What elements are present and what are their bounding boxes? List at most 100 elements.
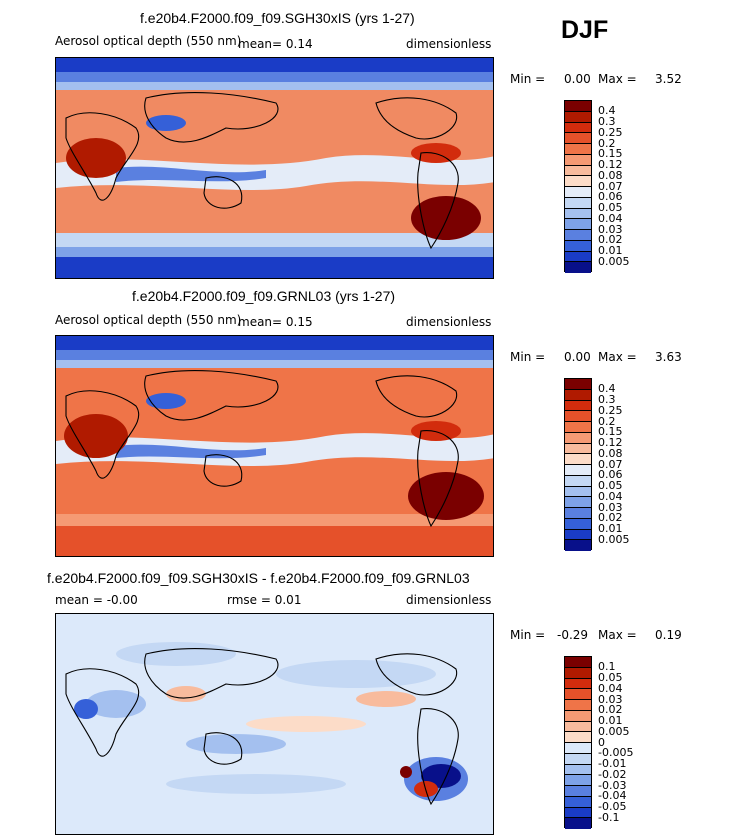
panel-3-tick: 0.005 — [598, 725, 630, 738]
panel-1-colorbar-cell — [565, 133, 591, 144]
panel-3-colorbar-cell — [565, 667, 591, 679]
panel-1-colorbar-cell — [565, 240, 591, 252]
panel-1-tick: 0.03 — [598, 223, 623, 236]
panel-1-title: f.e20b4.F2000.f09_f09.SGH30xIS (yrs 1-27… — [140, 10, 415, 26]
panel-1-tibet-min — [146, 115, 186, 131]
panel-3-tick: -0.02 — [598, 768, 627, 781]
panel-3-max-label: Max = — [598, 628, 637, 642]
panel-2-colorbar-cell — [565, 389, 591, 401]
panel-1-colorbar-cell — [565, 219, 591, 230]
panel-3-mean: mean = -0.00 — [55, 593, 138, 607]
panel-1-tick: 0.02 — [598, 233, 623, 246]
panel-2-tick: 0.02 — [598, 511, 623, 524]
panel-1-colorbar-cell — [565, 122, 591, 134]
panel-1-min-value: 0.00 — [564, 72, 591, 86]
panel-3-colorbar-cell — [565, 700, 591, 711]
panel-2-colorbar-cell — [565, 443, 591, 455]
panel-3-tick: 0.02 — [598, 703, 623, 716]
panel-3-colorbar-cell — [565, 689, 591, 700]
panel-2-map — [55, 335, 494, 557]
panel-1-max-value: 3.52 — [655, 72, 682, 86]
panel-2-south-america-max — [408, 472, 484, 520]
panel-1-tick: 0.06 — [598, 190, 623, 203]
panel-3-colorbar-cell — [565, 807, 591, 819]
panel-2-tick: 0.08 — [598, 447, 623, 460]
panel-3-min-label: Min = — [510, 628, 546, 642]
panel-1-coastlines — [65, 92, 459, 250]
panel-3-colorbar-cell — [565, 657, 591, 668]
panel-3-tick: 0.1 — [598, 660, 616, 673]
panel-3-colorbar-cell — [565, 764, 591, 776]
panel-2-colorbar-cell — [565, 475, 591, 487]
panel-3-colorbar-cell — [565, 678, 591, 690]
panel-2-tick: 0.07 — [598, 458, 623, 471]
panel-2-field-label: Aerosol optical depth (550 nm) — [55, 313, 242, 327]
panel-1-tick: 0.12 — [598, 158, 623, 171]
panel-2-colorbar-cell — [565, 432, 591, 444]
panel-2-colorbar-labels: 0.4 0.3 0.25 0.2 0.15 0.12 0.08 0.07 0.0… — [598, 378, 658, 550]
panel-1-colorbar-cell — [565, 176, 591, 187]
panel-1-tick: 0.2 — [598, 137, 616, 150]
panel-3-map — [55, 613, 494, 835]
panel-2-mean: mean= 0.15 — [238, 315, 313, 329]
panel-1-colorbar-cell — [565, 154, 591, 166]
panel-2-colorbar-cell — [565, 540, 591, 551]
panel-2-min-value: 0.00 — [564, 350, 591, 364]
panel-1-tick: 0.04 — [598, 212, 623, 225]
panel-1-colorbar-cell — [565, 165, 591, 177]
panel-1-colorbar-cell — [565, 197, 591, 209]
panel-3-min-value: -0.29 — [557, 628, 589, 642]
panel-1-colorbar-cell — [565, 230, 591, 241]
panel-1-colorbar-cell — [565, 262, 591, 273]
panel-2-max-label: Max = — [598, 350, 637, 364]
panel-2-tick: 0.05 — [598, 479, 623, 492]
panel-3-colorbar-cell — [565, 710, 591, 722]
panel-2-title: f.e20b4.F2000.f09_f09.GRNL03 (yrs 1-27) — [132, 288, 396, 304]
panel-1-tick: 0.005 — [598, 255, 630, 268]
panel-2-colorbar-cell — [565, 422, 591, 433]
panel-2-tick: 0.2 — [598, 415, 616, 428]
panel-3-colorbar-cell — [565, 732, 591, 743]
panel-1-min-label: Min = — [510, 72, 546, 86]
panel-1-field-label: Aerosol optical depth (550 nm) — [55, 34, 242, 48]
panel-3-colorbar-cell — [565, 775, 591, 786]
panel-1-colorbar-labels: 0.4 0.3 0.25 0.2 0.15 0.12 0.08 0.07 0.0… — [598, 100, 658, 272]
panel-3-tick: 0.01 — [598, 714, 623, 727]
panel-2-tick: 0.01 — [598, 522, 623, 535]
panel-2-colorbar-cell — [565, 508, 591, 519]
panel-2-units: dimensionless — [406, 315, 492, 329]
panel-2-min-label: Min = — [510, 350, 546, 364]
panel-1-map — [55, 57, 494, 279]
season-label: DJF — [561, 16, 609, 44]
panel-1-colorbar-cell — [565, 111, 591, 123]
panel-3-tick: -0.05 — [598, 800, 627, 813]
panel-2-tick: 0.25 — [598, 404, 623, 417]
panel-1-colorbar-cell — [565, 208, 591, 220]
panel-1-tick: 0.01 — [598, 244, 623, 257]
panel-2-tick: 0.04 — [598, 490, 623, 503]
panel-3-title: f.e20b4.F2000.f09_f09.SGH30xIS - f.e20b4… — [47, 570, 470, 586]
panel-1-tick: 0.3 — [598, 115, 616, 128]
panel-1-mean: mean= 0.14 — [238, 37, 313, 51]
panel-3-tick: -0.005 — [598, 746, 634, 759]
panel-1-colorbar — [564, 100, 592, 273]
panel-3-tick: -0.03 — [598, 779, 627, 792]
panel-2-tick: 0.03 — [598, 501, 623, 514]
panel-2-colorbar-cell — [565, 411, 591, 422]
panel-3-tick: 0.04 — [598, 682, 623, 695]
panel-1-colorbar-cell — [565, 251, 591, 263]
panel-3-units: dimensionless — [406, 593, 492, 607]
panel-3-colorbar-labels: 0.1 0.05 0.04 0.03 0.02 0.01 0.005 0 -0.… — [598, 656, 658, 828]
panel-1-tick: 0.15 — [598, 147, 623, 160]
panel-3-colorbar-cell — [565, 818, 591, 829]
panel-1-units: dimensionless — [406, 37, 492, 51]
panel-3-coastlines — [65, 648, 459, 806]
panel-1-max-label: Max = — [598, 72, 637, 86]
panel-3-colorbar-cell — [565, 721, 591, 733]
panel-1-southern-ocean — [56, 233, 493, 247]
panel-1-colorbar-cell — [565, 144, 591, 155]
panel-1-colorbar-cell — [565, 187, 591, 198]
panel-3-colorbar-cell — [565, 786, 591, 797]
panel-3-west-africa-min — [74, 699, 98, 719]
panel-1-sahara-max — [66, 138, 126, 178]
